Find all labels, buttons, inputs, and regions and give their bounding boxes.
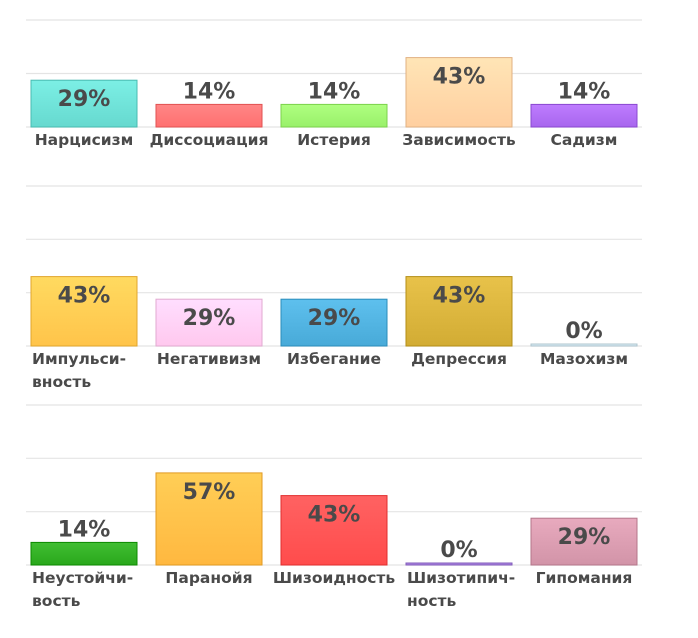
category-label: Паранойя — [165, 569, 252, 587]
category-label-line: ность — [407, 592, 457, 610]
data-label: 14% — [183, 79, 236, 104]
bar-Избегание — [280, 298, 388, 347]
bar-Истерия — [280, 103, 388, 128]
category-label: Зависимость — [402, 131, 516, 149]
data-label: 0% — [440, 538, 477, 563]
category-label-line: Импульси- — [32, 350, 126, 368]
category-label-line: Шизоидность — [273, 569, 396, 587]
data-label: 43% — [308, 503, 361, 528]
bar-Нарцисизм — [30, 79, 138, 128]
category-label-line: вость — [32, 592, 81, 610]
data-label: 43% — [433, 65, 486, 90]
bar-Зависимость — [405, 57, 513, 128]
bar-Шизоидность — [280, 495, 388, 566]
bar-Гипомания — [530, 517, 638, 566]
category-label: Депрессия — [411, 350, 507, 368]
category-label-line: Мазохизм — [540, 350, 628, 368]
category-label-line: Нарцисизм — [35, 131, 134, 149]
bar-Паранойя — [155, 472, 263, 566]
data-label: 14% — [558, 79, 611, 104]
data-label: 14% — [308, 79, 361, 104]
category-label-line: Негативизм — [157, 350, 261, 368]
bar-Диссоциация — [155, 103, 263, 128]
data-label: 43% — [58, 284, 111, 309]
data-label: 0% — [565, 319, 602, 344]
category-label: Шизоидность — [273, 569, 396, 587]
category-label: Неустойчи-вость — [32, 569, 133, 610]
category-label-line: Садизм — [551, 131, 618, 149]
bar-Мазохизм — [530, 343, 638, 347]
category-label-line: Избегание — [287, 350, 381, 368]
category-label: Нарцисизм — [35, 131, 134, 149]
bar-Негативизм — [155, 298, 263, 347]
category-label: Диссоциация — [150, 131, 269, 149]
category-label-line: Неустойчи- — [32, 569, 133, 587]
data-label: 14% — [58, 517, 111, 542]
category-label-line: Зависимость — [402, 131, 516, 149]
category-label: Садизм — [551, 131, 618, 149]
data-label: 43% — [433, 284, 486, 309]
category-label-line: Диссоциация — [150, 131, 269, 149]
bar-Депрессия — [405, 276, 513, 347]
bar-Неустойчивость — [30, 541, 138, 566]
bar-Импульсивность — [30, 276, 138, 347]
category-label-line: Шизотипич- — [407, 569, 515, 587]
category-label-line: вность — [32, 373, 91, 391]
category-label: Импульси-вность — [32, 350, 126, 391]
data-label: 29% — [183, 306, 236, 331]
category-label-line: Гипомания — [536, 569, 633, 587]
data-label: 29% — [58, 87, 111, 112]
bar-Шизотипичность — [405, 562, 513, 566]
category-label-line: Депрессия — [411, 350, 507, 368]
category-label: Избегание — [287, 350, 381, 368]
category-label-line: Истерия — [297, 131, 371, 149]
bar-Садизм — [530, 103, 638, 128]
data-label: 29% — [308, 306, 361, 331]
data-label: 29% — [558, 525, 611, 550]
category-label: Гипомания — [536, 569, 633, 587]
category-label: Истерия — [297, 131, 371, 149]
category-label: Мазохизм — [540, 350, 628, 368]
category-label: Негативизм — [157, 350, 261, 368]
category-label-line: Паранойя — [165, 569, 252, 587]
data-label: 57% — [183, 480, 236, 505]
category-label: Шизотипич-ность — [407, 569, 515, 610]
